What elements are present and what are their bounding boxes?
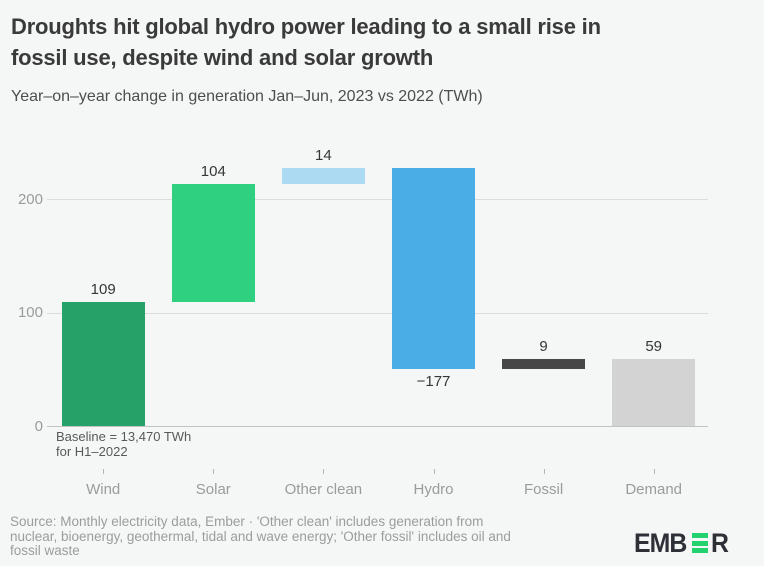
bar-hydro bbox=[392, 168, 475, 370]
chart-title-line-2: fossil use, despite wind and solar growt… bbox=[11, 45, 434, 70]
ember-logo-text-r: R bbox=[711, 528, 729, 558]
bar-value-label-solar: 104 bbox=[200, 163, 226, 181]
bar-wind bbox=[61, 302, 145, 426]
ember-logo: EMB R bbox=[634, 528, 730, 558]
bar-value-label-demand: 59 bbox=[645, 338, 663, 356]
source-note: Source: Monthly electricity data, Ember … bbox=[10, 514, 610, 559]
source-note-line-1: Source: Monthly electricity data, Ember … bbox=[10, 514, 484, 529]
x-axis-tick-other-clean bbox=[323, 469, 325, 474]
grid-line-200 bbox=[47, 199, 708, 200]
baseline-annotation-line-2: for H1–2022 bbox=[56, 443, 128, 459]
x-axis-tick-solar bbox=[213, 469, 215, 474]
chart-title-line-1: Droughts hit global hydro power leading … bbox=[11, 14, 601, 39]
bar-solar bbox=[171, 184, 255, 303]
bar-demand bbox=[612, 359, 696, 426]
x-axis-label-fossil: Fossil bbox=[524, 481, 564, 498]
bar-fossil bbox=[502, 359, 586, 370]
x-axis-tick-demand bbox=[653, 469, 655, 474]
y-axis-label-100: 100 bbox=[17, 304, 43, 321]
x-axis-line bbox=[47, 426, 708, 427]
source-note-line-2: nuclear, bioenergy, geothermal, tidal an… bbox=[10, 528, 511, 544]
x-axis-tick-hydro bbox=[433, 469, 435, 474]
x-axis-label-solar: Solar bbox=[195, 481, 231, 498]
grid-line-100 bbox=[47, 312, 708, 314]
bar-value-label-fossil: 9 bbox=[539, 338, 548, 356]
bar-value-label-wind: 109 bbox=[90, 281, 116, 299]
ember-logo-e-icon bbox=[692, 533, 708, 553]
bar-other-clean bbox=[281, 168, 365, 185]
bar-value-label-hydro: −177 bbox=[416, 373, 451, 391]
source-note-line-3: fossil waste bbox=[10, 543, 80, 558]
x-axis-label-wind: Wind bbox=[86, 481, 121, 498]
ember-logo-text-emb: EMB bbox=[634, 528, 687, 558]
chart-title: Droughts hit global hydro power leading … bbox=[11, 11, 601, 73]
x-axis-tick-fossil bbox=[543, 469, 545, 474]
x-axis-label-demand: Demand bbox=[625, 481, 683, 498]
x-axis-tick-wind bbox=[103, 469, 105, 474]
baseline-annotation-line-1: Baseline = 13,470 TWh bbox=[56, 429, 192, 444]
bar-value-label-other-clean: 14 bbox=[315, 147, 332, 165]
y-axis-label-0: 0 bbox=[34, 417, 43, 435]
baseline-annotation: Baseline = 13,470 TWh for H1–2022 bbox=[56, 429, 192, 459]
chart-subtitle: Year–on–year change in generation Jan–Ju… bbox=[11, 88, 483, 105]
x-axis-label-hydro: Hydro bbox=[413, 481, 454, 498]
y-axis-label-200: 200 bbox=[17, 190, 43, 208]
x-axis-label-other-clean: Other clean bbox=[284, 481, 363, 498]
